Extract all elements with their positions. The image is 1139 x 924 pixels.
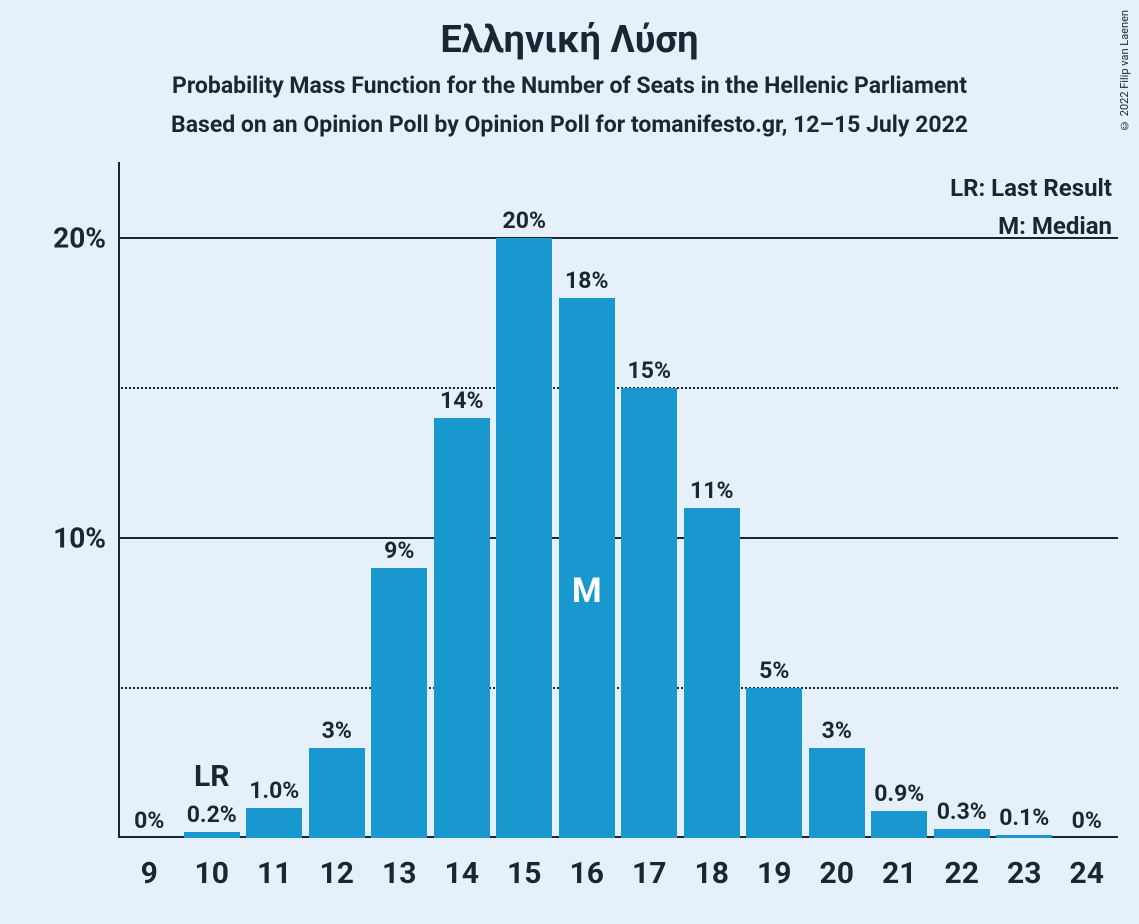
bar-value-label: 0% bbox=[1059, 807, 1115, 834]
bar-value-label: 0% bbox=[121, 807, 177, 834]
gridline-minor bbox=[118, 687, 1118, 689]
gridline-minor bbox=[118, 387, 1118, 389]
x-tick-label: 16 bbox=[556, 856, 619, 891]
x-tick-label: 23 bbox=[993, 856, 1056, 891]
bar: 1.0% bbox=[246, 808, 302, 838]
bar-value-label: 20% bbox=[496, 207, 552, 234]
bar-value-label: 0.3% bbox=[934, 798, 990, 825]
x-tick-label: 11 bbox=[243, 856, 306, 891]
bar: 0.3% bbox=[934, 829, 990, 838]
y-axis bbox=[118, 162, 120, 838]
bar: 0.9% bbox=[871, 811, 927, 838]
x-tick-label: 10 bbox=[181, 856, 244, 891]
bar-value-label: 15% bbox=[621, 357, 677, 384]
x-tick-label: 22 bbox=[931, 856, 994, 891]
bar-value-label: 11% bbox=[684, 477, 740, 504]
x-tick-label: 19 bbox=[743, 856, 806, 891]
x-tick-label: 13 bbox=[368, 856, 431, 891]
bar-value-label: 3% bbox=[809, 717, 865, 744]
bar-value-label: 0.9% bbox=[871, 780, 927, 807]
x-tick-label: 18 bbox=[681, 856, 744, 891]
chart-title: Ελληνική Λύση bbox=[0, 0, 1139, 62]
bar-value-label: 18% bbox=[559, 267, 615, 294]
bar-value-label: 1.0% bbox=[246, 777, 302, 804]
x-tick-label: 12 bbox=[306, 856, 369, 891]
x-tick-label: 17 bbox=[618, 856, 681, 891]
last-result-marker: LR bbox=[181, 759, 244, 794]
chart-plot-area: 10%20%0%90.2%10LR1.0%113%129%1314%1420%1… bbox=[118, 178, 1118, 838]
bar: 0.2% bbox=[184, 832, 240, 838]
bar: 11% bbox=[684, 508, 740, 838]
bar: 9% bbox=[371, 568, 427, 838]
legend-m: M: Median bbox=[950, 212, 1112, 240]
x-tick-label: 21 bbox=[868, 856, 931, 891]
bar: 3% bbox=[309, 748, 365, 838]
gridline-major bbox=[118, 537, 1118, 539]
bar: 3% bbox=[809, 748, 865, 838]
bar: 0.1% bbox=[996, 835, 1052, 838]
chart-subtitle-1: Probability Mass Function for the Number… bbox=[0, 72, 1139, 99]
bar: 15% bbox=[621, 388, 677, 838]
bar: 18% bbox=[559, 298, 615, 838]
y-tick-label: 20% bbox=[53, 222, 106, 255]
x-tick-label: 24 bbox=[1056, 856, 1119, 891]
y-tick-label: 10% bbox=[53, 522, 106, 555]
legend-lr: LR: Last Result bbox=[950, 174, 1112, 202]
bar-value-label: 5% bbox=[746, 657, 802, 684]
legend: LR: Last Result M: Median bbox=[950, 174, 1112, 240]
x-tick-label: 9 bbox=[118, 856, 181, 891]
bar-value-label: 14% bbox=[434, 387, 490, 414]
x-tick-label: 15 bbox=[493, 856, 556, 891]
x-tick-label: 20 bbox=[806, 856, 869, 891]
bar-value-label: 3% bbox=[309, 717, 365, 744]
bar: 20% bbox=[496, 238, 552, 838]
bar-value-label: 0.2% bbox=[184, 801, 240, 828]
bar-value-label: 0.1% bbox=[996, 804, 1052, 831]
copyright-text: © 2022 Filip van Laenen bbox=[1118, 10, 1131, 132]
bar-value-label: 9% bbox=[371, 537, 427, 564]
bar: 5% bbox=[746, 688, 802, 838]
bar: 14% bbox=[434, 418, 490, 838]
chart-subtitle-2: Based on an Opinion Poll by Opinion Poll… bbox=[0, 111, 1139, 138]
median-marker: M bbox=[559, 571, 615, 611]
x-tick-label: 14 bbox=[431, 856, 494, 891]
